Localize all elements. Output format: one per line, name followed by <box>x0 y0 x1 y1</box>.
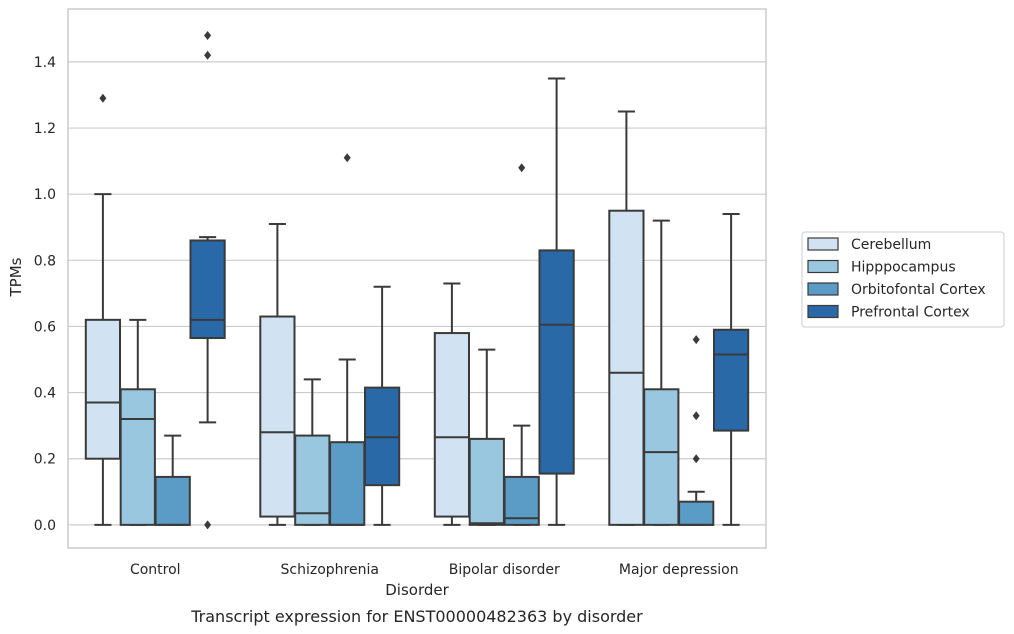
box-iqr <box>329 441 366 526</box>
outlier-point <box>692 454 700 464</box>
box-iqr <box>84 318 122 460</box>
box-0-1 <box>259 222 296 526</box>
box-iqr <box>259 315 296 518</box>
outlier-point <box>518 163 526 173</box>
y-tick-label: 0.4 <box>34 386 56 402</box>
box-1-2 <box>468 348 505 526</box>
box-2-2 <box>503 163 540 526</box>
box-1-3 <box>643 219 680 526</box>
box-2-3 <box>678 335 715 526</box>
legend-label: Cerebellum <box>851 237 931 253</box>
outlier-point <box>692 335 700 345</box>
box-1-1 <box>294 378 331 526</box>
box-iqr <box>608 209 645 526</box>
box-iqr <box>119 388 156 526</box>
box-0-2 <box>433 282 471 526</box>
y-tick-label: 1.0 <box>34 187 56 203</box>
legend-label: Prefrontal Cortex <box>851 305 970 321</box>
box-3-0 <box>189 30 226 530</box>
box-0-3 <box>608 110 645 526</box>
legend-swatch <box>807 304 839 319</box>
box-3-2 <box>538 77 575 526</box>
outlier-point <box>204 520 212 530</box>
y-tick-label: 1.4 <box>34 55 56 71</box>
box-iqr <box>538 249 575 475</box>
y-axis-ticks: 0.0 0.2 0.4 0.6 0.8 1.0 1.2 1.4 <box>34 55 56 534</box>
y-axis-label: TPMs <box>7 257 25 297</box>
outlier-point <box>204 50 212 60</box>
y-tick-label: 0.6 <box>34 319 56 335</box>
box-iqr <box>643 388 680 526</box>
legend: Cerebellum Hipppocampus Orbitofontal Corte… <box>801 231 1005 328</box>
box-iqr <box>189 239 226 340</box>
box-3-3 <box>712 213 750 526</box>
box-iqr <box>468 437 505 526</box>
y-tick-label: 1.2 <box>34 121 56 137</box>
box-iqr <box>154 475 191 526</box>
box-iqr <box>678 500 715 526</box>
legend-label: Orbitofontal Cortex <box>851 282 986 298</box>
grid-lines <box>68 61 766 526</box>
box-iqr <box>294 434 331 526</box>
box-series <box>84 30 750 530</box>
outlier-point <box>99 93 107 103</box>
x-tick-label: Control <box>130 562 181 578</box>
box-iqr <box>433 332 471 518</box>
outlier-point <box>343 153 351 163</box>
x-tick-label: Bipolar disorder <box>449 562 560 578</box>
x-tick-label: Major depression <box>619 562 739 578</box>
legend-swatch <box>807 282 839 296</box>
plot-area <box>67 8 767 549</box>
box-iqr <box>503 475 540 526</box>
box-2-1 <box>329 153 366 526</box>
chart-caption: Transcript expression for ENST0000048236… <box>190 607 643 626</box>
legend-swatch <box>807 237 839 251</box>
box-iqr <box>712 328 750 432</box>
y-tick-label: 0.2 <box>34 452 56 468</box>
box-2-0 <box>154 434 191 526</box>
outlier-point <box>692 411 700 421</box>
x-axis-ticks: Control Schizophrenia Bipolar disorder Majo… <box>130 562 739 578</box>
y-tick-label: 0.8 <box>34 253 56 269</box>
box-1-0 <box>119 318 156 526</box>
legend-frame <box>801 231 1005 328</box>
legend-label: Hipppocampus <box>851 260 956 276</box>
x-tick-label: Schizophrenia <box>281 562 379 578</box>
legend-swatch <box>807 259 839 274</box>
box-0-0 <box>84 93 122 526</box>
outlier-point <box>204 30 212 40</box>
y-tick-label: 0.0 <box>34 518 56 534</box>
box-3-1 <box>363 285 401 526</box>
x-axis-label: Disorder <box>385 581 449 599</box>
